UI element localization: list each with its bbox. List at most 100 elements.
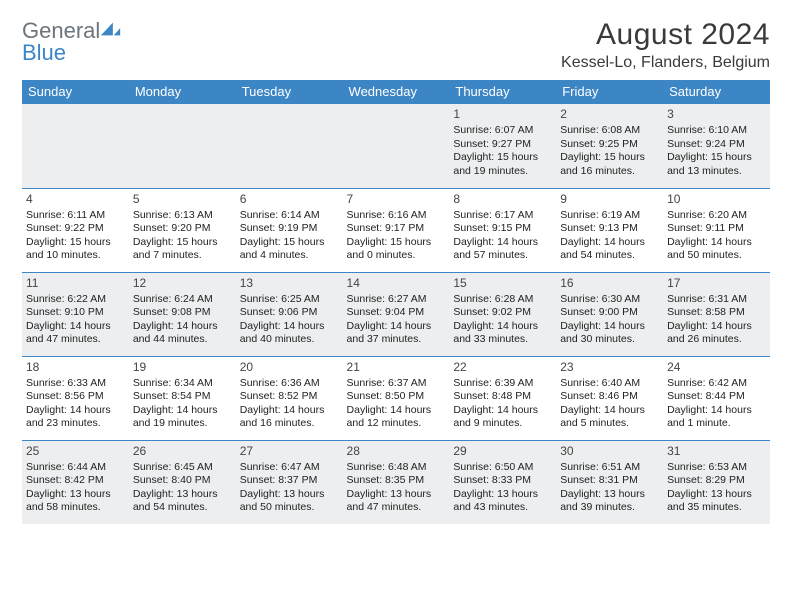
sunrise-text: Sunrise: 6:50 AM [453, 461, 552, 474]
daylight-text: Daylight: 14 hours and 50 minutes. [667, 236, 766, 263]
sunset-text: Sunset: 8:58 PM [667, 306, 766, 319]
day-cell: 18Sunrise: 6:33 AMSunset: 8:56 PMDayligh… [22, 356, 129, 440]
daylight-text: Daylight: 14 hours and 1 minute. [667, 404, 766, 431]
day-number: 28 [347, 444, 446, 459]
sunset-text: Sunset: 8:44 PM [667, 390, 766, 403]
sunrise-text: Sunrise: 6:45 AM [133, 461, 232, 474]
day-number: 23 [560, 360, 659, 375]
sunset-text: Sunset: 8:29 PM [667, 474, 766, 487]
sunrise-text: Sunrise: 6:08 AM [560, 124, 659, 137]
title-block: August 2024 Kessel-Lo, Flanders, Belgium [561, 18, 770, 72]
daylight-text: Daylight: 14 hours and 9 minutes. [453, 404, 552, 431]
day-cell: 22Sunrise: 6:39 AMSunset: 8:48 PMDayligh… [449, 356, 556, 440]
sunrise-text: Sunrise: 6:25 AM [240, 293, 339, 306]
daylight-text: Daylight: 15 hours and 16 minutes. [560, 151, 659, 178]
daylight-text: Daylight: 15 hours and 7 minutes. [133, 236, 232, 263]
day-number: 13 [240, 276, 339, 291]
sunrise-text: Sunrise: 6:24 AM [133, 293, 232, 306]
sunset-text: Sunset: 8:42 PM [26, 474, 125, 487]
sunset-text: Sunset: 9:22 PM [26, 222, 125, 235]
day-cell: 7 Sunrise: 6:16 AMSunset: 9:17 PMDaylight… [343, 188, 450, 272]
empty-day-cell [22, 104, 129, 188]
day-cell: 27Sunrise: 6:47 AMSunset: 8:37 PMDayligh… [236, 440, 343, 524]
day-cell: 3Sunrise: 6:10 AMSunset: 9:24 PMDaylight… [663, 104, 770, 188]
sunrise-text: Sunrise: 6:33 AM [26, 377, 125, 390]
weekday-header: Sunday [22, 80, 129, 104]
daylight-text: Daylight: 15 hours and 0 minutes. [347, 236, 446, 263]
day-cell: 15Sunrise: 6:28 AMSunset: 9:02 PMDayligh… [449, 272, 556, 356]
sunrise-text: Sunrise: 6:31 AM [667, 293, 766, 306]
sunset-text: Sunset: 8:52 PM [240, 390, 339, 403]
sunrise-text: Sunrise: 6:36 AM [240, 377, 339, 390]
sunrise-text: Sunrise: 6:16 AM [347, 209, 446, 222]
calendar-week-row: 18Sunrise: 6:33 AMSunset: 8:56 PMDayligh… [22, 356, 770, 440]
sunrise-text: Sunrise: 6:14 AM [240, 209, 339, 222]
day-cell: 12Sunrise: 6:24 AMSunset: 9:08 PMDayligh… [129, 272, 236, 356]
day-number: 1 [453, 107, 552, 122]
calendar-week-row: 4Sunrise: 6:11 AMSunset: 9:22 PMDaylight… [22, 188, 770, 272]
daylight-text: Daylight: 14 hours and 16 minutes. [240, 404, 339, 431]
day-cell: 4Sunrise: 6:11 AMSunset: 9:22 PMDaylight… [22, 188, 129, 272]
day-number: 20 [240, 360, 339, 375]
daylight-text: Daylight: 14 hours and 37 minutes. [347, 320, 446, 347]
daylight-text: Daylight: 14 hours and 30 minutes. [560, 320, 659, 347]
sunset-text: Sunset: 9:24 PM [667, 138, 766, 151]
logo-mark-icon [100, 18, 122, 43]
day-cell: 13Sunrise: 6:25 AMSunset: 9:06 PMDayligh… [236, 272, 343, 356]
weekday-header: Thursday [449, 80, 556, 104]
sunrise-text: Sunrise: 6:28 AM [453, 293, 552, 306]
day-cell: 14Sunrise: 6:27 AMSunset: 9:04 PMDayligh… [343, 272, 450, 356]
calendar-table: SundayMondayTuesdayWednesdayThursdayFrid… [22, 80, 770, 524]
sunset-text: Sunset: 8:33 PM [453, 474, 552, 487]
weekday-header: Saturday [663, 80, 770, 104]
sunrise-text: Sunrise: 6:37 AM [347, 377, 446, 390]
daylight-text: Daylight: 14 hours and 33 minutes. [453, 320, 552, 347]
day-cell: 9Sunrise: 6:19 AMSunset: 9:13 PMDaylight… [556, 188, 663, 272]
day-cell: 24Sunrise: 6:42 AMSunset: 8:44 PMDayligh… [663, 356, 770, 440]
sunrise-text: Sunrise: 6:30 AM [560, 293, 659, 306]
day-number: 30 [560, 444, 659, 459]
sunset-text: Sunset: 8:35 PM [347, 474, 446, 487]
sunrise-text: Sunrise: 6:13 AM [133, 209, 232, 222]
daylight-text: Daylight: 14 hours and 47 minutes. [26, 320, 125, 347]
sunset-text: Sunset: 8:50 PM [347, 390, 446, 403]
weekday-header: Friday [556, 80, 663, 104]
day-number: 22 [453, 360, 552, 375]
daylight-text: Daylight: 14 hours and 54 minutes. [560, 236, 659, 263]
day-number: 5 [133, 192, 232, 207]
sunset-text: Sunset: 8:40 PM [133, 474, 232, 487]
empty-day-cell [236, 104, 343, 188]
sunrise-text: Sunrise: 6:22 AM [26, 293, 125, 306]
day-cell: 21Sunrise: 6:37 AMSunset: 8:50 PMDayligh… [343, 356, 450, 440]
sunrise-text: Sunrise: 6:34 AM [133, 377, 232, 390]
daylight-text: Daylight: 13 hours and 35 minutes. [667, 488, 766, 515]
day-number: 14 [347, 276, 446, 291]
location: Kessel-Lo, Flanders, Belgium [561, 54, 770, 72]
day-number: 26 [133, 444, 232, 459]
daylight-text: Daylight: 14 hours and 26 minutes. [667, 320, 766, 347]
sunrise-text: Sunrise: 6:39 AM [453, 377, 552, 390]
day-cell: 2Sunrise: 6:08 AMSunset: 9:25 PMDaylight… [556, 104, 663, 188]
sunrise-text: Sunrise: 6:47 AM [240, 461, 339, 474]
day-number: 2 [560, 107, 659, 122]
sunset-text: Sunset: 9:17 PM [347, 222, 446, 235]
day-cell: 11Sunrise: 6:22 AMSunset: 9:10 PMDayligh… [22, 272, 129, 356]
sunset-text: Sunset: 8:54 PM [133, 390, 232, 403]
sunset-text: Sunset: 9:11 PM [667, 222, 766, 235]
sunrise-text: Sunrise: 6:53 AM [667, 461, 766, 474]
daylight-text: Daylight: 14 hours and 44 minutes. [133, 320, 232, 347]
day-cell: 16Sunrise: 6:30 AMSunset: 9:00 PMDayligh… [556, 272, 663, 356]
day-cell: 5Sunrise: 6:13 AMSunset: 9:20 PMDaylight… [129, 188, 236, 272]
daylight-text: Daylight: 15 hours and 4 minutes. [240, 236, 339, 263]
day-number: 16 [560, 276, 659, 291]
day-number: 10 [667, 192, 766, 207]
daylight-text: Daylight: 14 hours and 23 minutes. [26, 404, 125, 431]
sunset-text: Sunset: 9:02 PM [453, 306, 552, 319]
logo-text: General Blue [22, 20, 122, 64]
logo-word2: Blue [22, 40, 66, 65]
daylight-text: Daylight: 13 hours and 50 minutes. [240, 488, 339, 515]
day-number: 19 [133, 360, 232, 375]
day-cell: 6Sunrise: 6:14 AMSunset: 9:19 PMDaylight… [236, 188, 343, 272]
day-number: 7 [347, 192, 446, 207]
daylight-text: Daylight: 15 hours and 19 minutes. [453, 151, 552, 178]
